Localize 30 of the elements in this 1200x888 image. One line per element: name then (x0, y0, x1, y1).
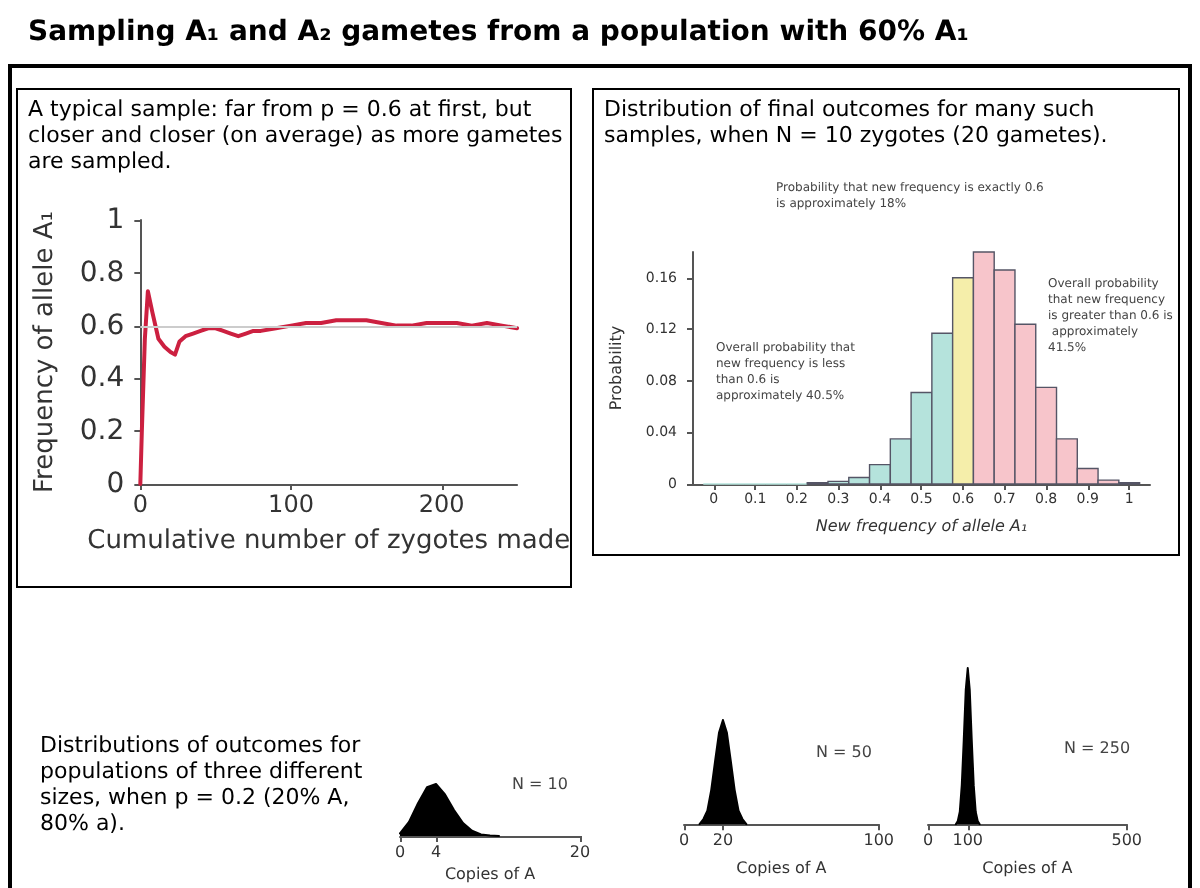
chart-title: Distribution of final outcomes for many such samples, when N = 10 zygotes (20 gametes). (604, 96, 1110, 148)
x-axis-title: Copies of A (982, 859, 1074, 877)
annotation: N = 10 (512, 775, 568, 793)
y-tick-label: 0.4 (79, 362, 125, 395)
chart-title: Sampling A₁ and A₂ gametes from a population with 60% A₁ (28, 16, 969, 48)
y-axis-title: Probability (607, 325, 625, 411)
annotation: N = 250 (1064, 739, 1131, 757)
y-tick-label: 0.2 (79, 415, 125, 448)
x-tick-label: 100 (863, 831, 895, 850)
x-tick-label: 100 (952, 831, 984, 850)
x-axis-title: Cumulative number of zygotes made (87, 525, 571, 556)
x-tick-label: 200 (418, 490, 465, 518)
x-tick-label: 20 (712, 831, 734, 850)
y-tick-label: 0.6 (79, 309, 125, 342)
y-tick-label: 0.8 (79, 256, 125, 289)
annotation: N = 50 (816, 743, 872, 761)
chart-subtitle: A typical sample: far from p = 0.6 at first, but closer and closer (on average) as more gametes are sampled. (28, 96, 564, 174)
x-tick-label: 500 (1111, 831, 1143, 850)
text: Distributions of outcomes for populations of three different sizes, when p = 0.2 (20% A, 80% a). (40, 732, 365, 836)
x-axis-title: Copies of A (736, 859, 828, 877)
x-tick-label: 0 (394, 843, 406, 861)
x-tick-label: 0 (132, 490, 148, 518)
x-axis-title: New frequency of allele A₁ (815, 516, 1028, 535)
x-tick-label: 20 (569, 843, 591, 861)
x-tick-label: 0 (922, 831, 934, 850)
x-axis-title: Copies of A (444, 865, 537, 883)
x-tick-label: 100 (268, 490, 314, 518)
x-tick-label: 4 (430, 843, 442, 861)
y-tick-label: 1 (106, 204, 125, 236)
y-axis-title: Frequency of allele A₁ (30, 211, 60, 493)
